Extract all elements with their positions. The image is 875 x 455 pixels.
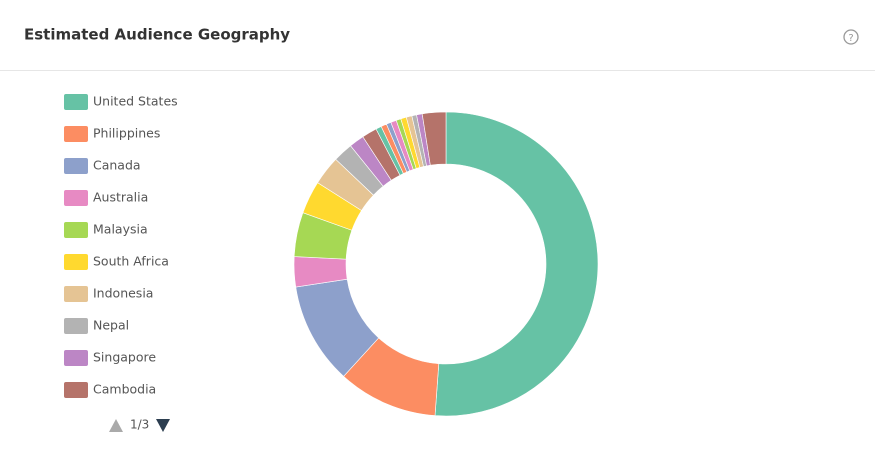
legend: United States Philippines Canada Australia M… — [64, 94, 178, 398]
pager-up[interactable] — [109, 419, 123, 432]
pager-label: 1/3 — [130, 418, 149, 432]
legend-swatch[interactable] — [64, 222, 88, 238]
legend-label[interactable]: South Africa — [93, 254, 169, 269]
legend-swatch[interactable] — [64, 350, 88, 366]
legend-label[interactable]: Australia — [93, 190, 148, 205]
legend-swatch[interactable] — [64, 286, 88, 302]
legend-label[interactable]: Singapore — [93, 350, 156, 365]
legend-swatch[interactable] — [64, 254, 88, 270]
donut-slice[interactable] — [421, 111, 447, 166]
legend-label[interactable]: Indonesia — [93, 286, 153, 301]
svg-text:?: ? — [848, 33, 853, 44]
legend-swatch[interactable] — [64, 382, 88, 398]
donut-slice[interactable] — [434, 111, 599, 417]
legend-label[interactable]: United States — [93, 94, 178, 109]
legend-swatch[interactable] — [64, 158, 88, 174]
legend-swatch[interactable] — [64, 94, 88, 110]
legend-label[interactable]: Canada — [93, 158, 141, 173]
legend-label[interactable]: Malaysia — [93, 222, 148, 237]
card-title: Estimated Audience Geography — [24, 26, 290, 44]
help-icon[interactable]: ? — [843, 29, 859, 45]
legend-swatch[interactable] — [64, 190, 88, 206]
legend-swatch[interactable] — [64, 318, 88, 334]
pager-down[interactable] — [156, 419, 170, 432]
donut — [293, 111, 599, 417]
legend-label[interactable]: Philippines — [93, 126, 160, 141]
legend-label[interactable]: Cambodia — [93, 382, 156, 397]
legend-label[interactable]: Nepal — [93, 318, 129, 333]
legend-swatch[interactable] — [64, 126, 88, 142]
